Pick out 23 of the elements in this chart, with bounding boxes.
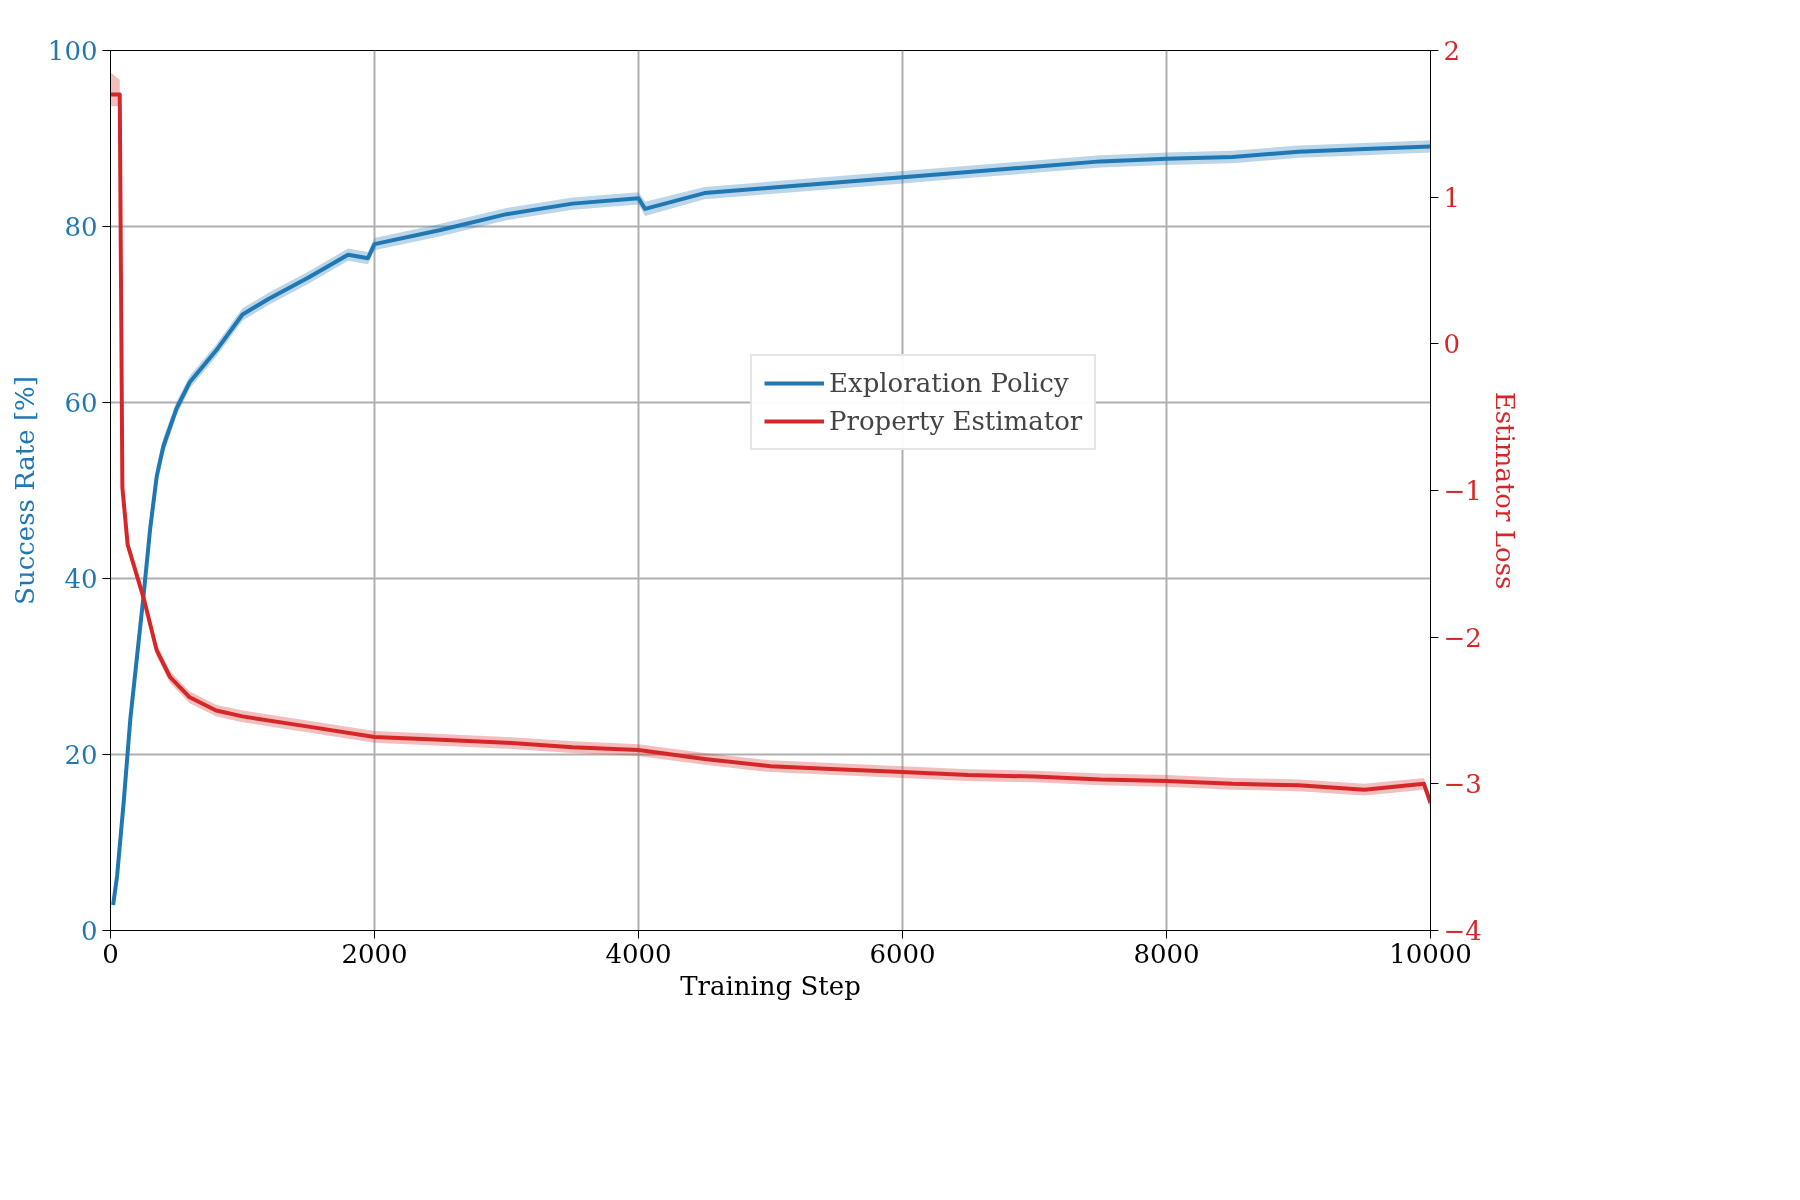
x-tick-label: 2000 xyxy=(341,938,408,969)
y-axis-title: Success Rate [%] xyxy=(9,376,40,605)
y-tick-label: 0 xyxy=(80,916,98,946)
y2-axis-title: Estimator Loss xyxy=(1489,391,1520,590)
x-tick-label: 0 xyxy=(102,938,119,969)
y-tick-label: 80 xyxy=(64,212,98,242)
x-axis-title: Training Step xyxy=(680,970,861,1001)
y2-tick-label: −3 xyxy=(1443,769,1482,800)
legend-label: Exploration Policy xyxy=(829,368,1069,398)
legend-label: Property Estimator xyxy=(829,406,1083,436)
y2-tick-label: 2 xyxy=(1443,36,1461,66)
y-tick-label: 60 xyxy=(64,388,98,418)
y2-tick-label: −1 xyxy=(1443,476,1482,506)
y-tick-label: 100 xyxy=(47,36,98,66)
y2-tick-label: −2 xyxy=(1443,622,1482,653)
y-tick-label: 40 xyxy=(64,564,98,594)
y2-tick-label: 1 xyxy=(1443,182,1461,213)
x-tick-label: 8000 xyxy=(1133,938,1200,969)
x-tick-label: 4000 xyxy=(605,938,672,969)
y-tick-label: 20 xyxy=(64,740,98,770)
x-tick-label: 10000 xyxy=(1389,938,1472,969)
y2-tick-label: 0 xyxy=(1443,329,1461,360)
x-tick-label: 6000 xyxy=(869,938,936,969)
